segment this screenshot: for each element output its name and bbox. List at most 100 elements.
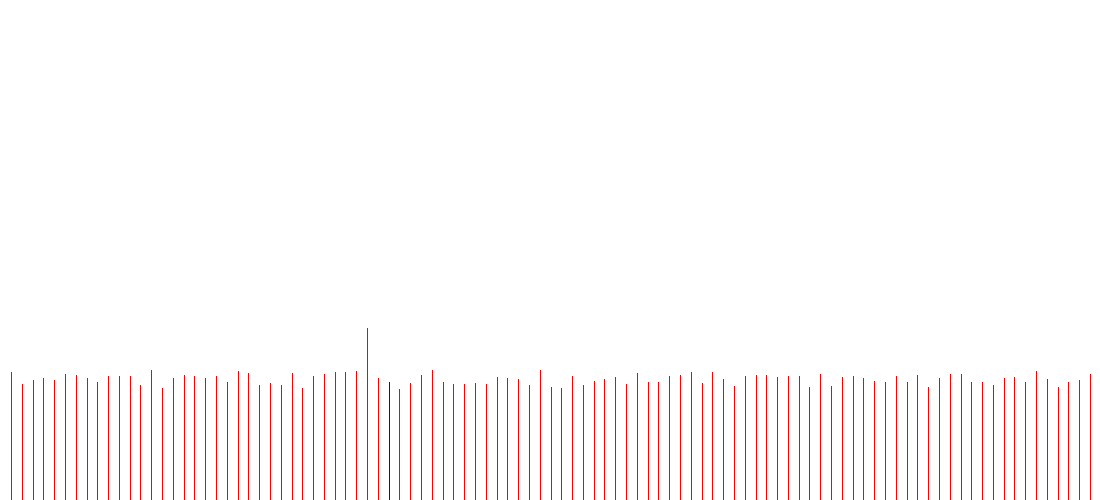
bar [723,379,724,500]
bar [1036,371,1037,500]
bar [907,382,908,500]
bar [572,376,573,500]
bar [950,374,951,500]
bar [669,376,670,500]
bar [842,377,843,500]
bar [604,379,605,500]
bar [453,384,454,500]
bar [108,376,109,500]
bar [1058,387,1059,500]
bar [399,389,400,500]
bar [831,386,832,500]
bar [367,328,368,500]
bar [874,381,875,500]
bar [22,384,23,500]
bar [65,374,66,500]
bar [227,382,228,500]
bar [1068,382,1069,500]
bar [863,378,864,500]
bar [119,376,120,500]
bar [1014,377,1015,500]
bar [540,370,541,500]
bar [551,387,552,500]
bar [475,383,476,500]
bar [820,374,821,500]
bar [43,378,44,500]
bar [1025,382,1026,500]
bar [151,370,152,500]
bars-group [11,328,1091,500]
bar [885,382,886,500]
bar [583,385,584,500]
bar [162,388,163,500]
bar [702,383,703,500]
bar [561,388,562,500]
bar [173,378,174,500]
bar [799,376,800,500]
bar [87,378,88,500]
bar-highlighted [389,382,390,500]
bar [281,385,282,500]
bar [443,382,444,500]
bar [11,372,12,500]
bar [691,372,692,500]
bar [615,377,616,500]
bar [184,375,185,500]
bar [982,382,983,500]
bar [345,372,346,500]
bar [788,376,789,500]
bar [1079,380,1080,500]
bar [324,374,325,500]
bar [928,387,929,500]
bar [648,382,649,500]
bar [712,372,713,500]
bar [734,386,735,500]
bar [745,376,746,500]
bar [971,382,972,500]
bar [939,378,940,500]
bar [33,380,34,500]
bar [766,375,767,500]
bar [497,377,498,500]
bar [248,373,249,500]
bar [410,383,411,500]
bar [896,376,897,500]
bar [259,385,260,500]
bar [313,376,314,500]
bar [961,374,962,500]
bar [335,372,336,500]
bar [1047,379,1048,500]
bar [76,375,77,500]
bar [302,388,303,500]
bar [637,373,638,500]
bar [756,375,757,500]
bar [594,381,595,500]
bar [216,376,217,500]
bar [680,375,681,500]
bar [421,375,422,500]
bar [486,384,487,500]
bar [378,378,379,500]
bar [518,379,519,500]
bar [292,373,293,500]
bar [809,387,810,500]
bar [917,375,918,500]
bar [130,376,131,500]
bar [1090,374,1091,500]
bar [356,371,357,500]
bar [529,385,530,500]
bar [464,384,465,500]
bar [270,383,271,500]
bar [1004,378,1005,500]
bar [993,385,994,500]
bar [140,385,141,500]
bar [658,382,659,500]
bar [238,371,239,500]
bar [54,380,55,500]
bar [853,376,854,500]
bar [432,370,433,500]
bar [205,378,206,500]
bar [626,384,627,500]
